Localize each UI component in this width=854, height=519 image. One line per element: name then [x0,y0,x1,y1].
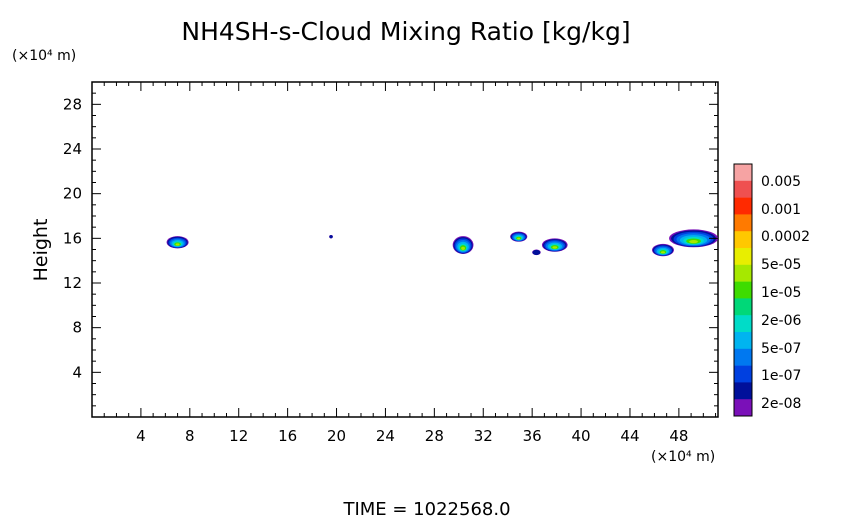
colorbar-swatch [734,197,752,215]
colorbar-swatch [734,315,752,333]
x-unit-label: (×10⁴ m) [651,449,715,465]
colorbar: 0.005 0.001 0.0002 5e-05 1e-05 2e-06 5e-07 1e-0… [733,163,810,417]
colorbar-label: 5e-07 [761,341,801,357]
y-tick-label: 24 [63,140,82,158]
x-tick-label: 48 [669,427,688,445]
y-tick-label: 20 [63,185,82,203]
colorbar-label: 0.001 [761,202,801,218]
cloud-region [510,231,528,242]
colorbar-swatch [734,180,752,198]
colorbar-swatches [734,164,752,417]
colorbar-swatch [734,365,752,383]
y-tick-label: 8 [72,319,82,337]
y-tick-labels: 4 8 12 16 20 24 28 [63,95,82,381]
y-tick-label: 16 [63,229,82,247]
cloud-region [669,229,718,248]
colorbar-swatch [734,231,752,249]
colorbar-label: 2e-06 [761,313,801,329]
cloud-region [541,238,568,252]
colorbar-frame [733,163,753,417]
cloud-contour [329,235,333,239]
cloud-contour [532,249,541,255]
colorbar-swatch [734,382,752,400]
colorbar-swatch [734,348,752,366]
colorbar-label: 1e-07 [761,368,801,384]
colorbar-swatch [734,332,752,350]
colorbar-swatch [734,281,752,299]
cloud-contour [689,240,698,244]
x-tick-label: 32 [474,427,493,445]
x-tick-label: 40 [572,427,591,445]
colorbar-label: 0.005 [761,174,801,190]
y-tick-label: 4 [72,363,82,381]
colorbar-swatch [734,214,752,232]
x-tick-label: 12 [229,427,248,445]
cloud-region [452,236,474,254]
x-tick-label: 4 [136,427,146,445]
x-tick-label: 24 [376,427,395,445]
x-tick-label: 20 [327,427,346,445]
cloud-contour [552,246,558,249]
cloud-layer [166,229,718,257]
colorbar-labels: 0.005 0.001 0.0002 5e-05 1e-05 2e-06 5e-07 1e-0… [761,174,810,412]
cloud-contour [175,243,180,246]
plot-frame [91,81,719,418]
cloud-contour [517,237,521,240]
x-tick-labels: 4 8 12 16 20 24 28 32 36 40 44 48 [136,427,688,445]
colorbar-swatch [734,399,752,417]
colorbar-swatch [734,264,752,282]
cloud-region [166,236,189,249]
x-tick-label: 28 [425,427,444,445]
y-tick-label: 12 [63,274,82,292]
x-tick-label: 44 [620,427,639,445]
colorbar-swatch [734,298,752,316]
x-tick-label: 8 [185,427,195,445]
colorbar-label: 1e-05 [761,285,801,301]
cloud-region [329,234,333,239]
y-unit-label: (×10⁴ m) [12,48,76,64]
chart-title: NH4SH-s-Cloud Mixing Ratio [kg/kg] [181,17,630,46]
cloud-region [651,243,674,257]
colorbar-label: 0.0002 [761,229,810,245]
colorbar-label: 2e-08 [761,396,801,412]
x-tick-label: 36 [523,427,542,445]
cloud-contour [461,246,465,250]
colorbar-label: 5e-05 [761,257,801,273]
axis-ticks [92,82,718,417]
cloud-contour [660,251,665,254]
y-axis-label: Height [30,219,52,282]
cloud-region [532,249,541,256]
y-tick-label: 28 [63,95,82,113]
colorbar-swatch [734,248,752,266]
colorbar-swatch [734,164,752,182]
x-tick-label: 16 [278,427,297,445]
time-label: TIME = 1022568.0 [342,499,510,519]
